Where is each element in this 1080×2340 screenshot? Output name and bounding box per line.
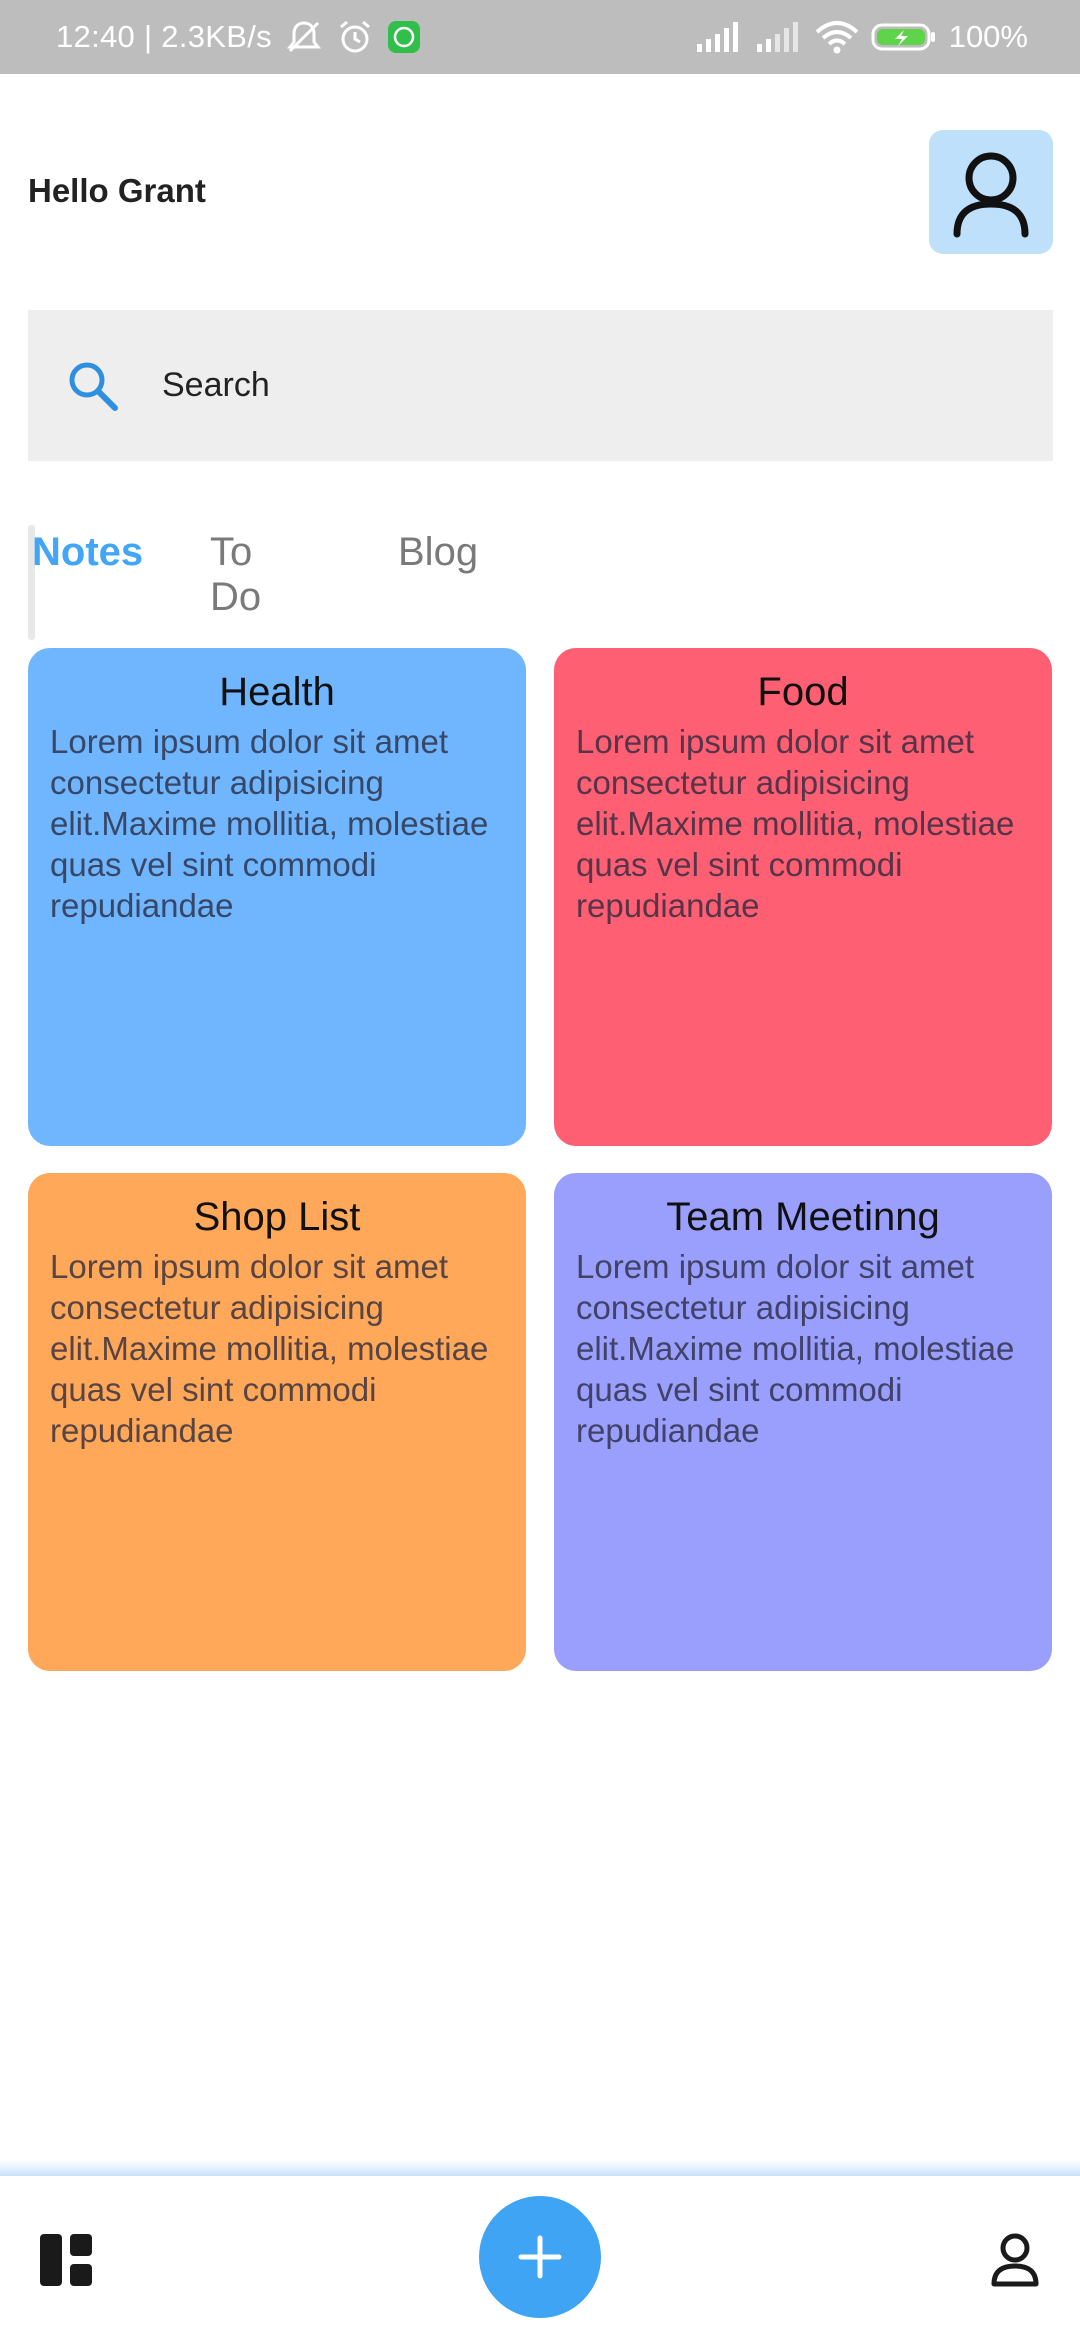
dashboard-icon[interactable] (38, 2232, 94, 2288)
note-card-title: Health (219, 670, 335, 714)
status-bar-left: 12:40 | 2.3KB/s (56, 18, 422, 56)
tab-indicator (28, 525, 35, 640)
note-card-body: Lorem ipsum dolor sit amet consectetur a… (576, 1248, 1015, 1449)
note-card-title: Shop List (193, 1195, 361, 1239)
person-icon (953, 152, 1029, 238)
note-card-body: Lorem ipsum dolor sit amet consectetur a… (50, 1248, 489, 1449)
status-bar-right: 100% (695, 19, 1028, 55)
note-card-title: Food (757, 670, 849, 714)
note-card-body: Lorem ipsum dolor sit amet consectetur a… (50, 723, 489, 924)
note-card-health[interactable]: Health Lorem ipsum dolor sit amet consec… (28, 648, 526, 1146)
plus-icon (518, 2235, 562, 2279)
tab-notes[interactable]: Notes (32, 530, 144, 574)
add-note-button[interactable] (479, 2196, 601, 2318)
note-card-body: Lorem ipsum dolor sit amet consectetur a… (576, 723, 1015, 924)
battery-percent: 100% (948, 19, 1028, 54)
status-time-speed: 12:40 | 2.3KB/s (56, 19, 272, 54)
avatar-button[interactable] (929, 130, 1053, 254)
search-icon (66, 355, 128, 417)
bottom-nav-shadow (0, 2160, 1080, 2176)
signal-icon-2 (755, 22, 803, 52)
profile-icon[interactable] (990, 2232, 1040, 2288)
search-bar[interactable] (28, 310, 1053, 461)
alarm-icon (336, 18, 374, 56)
muted-bell-icon (284, 19, 324, 55)
search-input[interactable] (160, 365, 964, 406)
note-card-team-meeting[interactable]: Team Meetinng Lorem ipsum dolor sit amet… (554, 1173, 1052, 1671)
tab-blog[interactable]: Blog (398, 530, 479, 574)
greeting-text: Hello Grant (28, 172, 206, 209)
status-bar: 12:40 | 2.3KB/s (0, 0, 1080, 74)
signal-icon (695, 22, 743, 52)
note-card-shop-list[interactable]: Shop List Lorem ipsum dolor sit amet con… (28, 1173, 526, 1671)
note-card-food[interactable]: Food Lorem ipsum dolor sit amet consecte… (554, 648, 1052, 1146)
wifi-icon (815, 20, 859, 54)
bottom-nav (0, 2176, 1080, 2340)
battery-charging-icon (871, 22, 937, 52)
whatsapp-icon (386, 19, 422, 55)
tab-todo[interactable]: To Do (210, 530, 262, 619)
note-card-title: Team Meetinng (666, 1195, 940, 1239)
